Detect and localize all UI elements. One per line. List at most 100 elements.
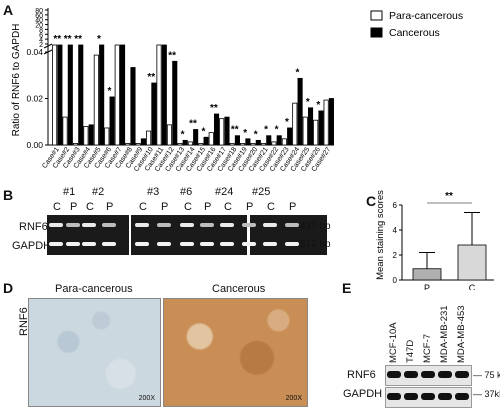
bar-para-cancerous: [302, 116, 308, 146]
gel-band-rnf6: [66, 223, 80, 227]
bar-cancerous: [130, 67, 136, 146]
gel-lane-label: P: [246, 201, 254, 213]
legend-swatch-cancer: [370, 27, 383, 38]
wb-band: [421, 371, 435, 378]
gel-image: [250, 215, 327, 255]
bar-cancerous: [57, 44, 63, 146]
bar-para-cancerous: [219, 118, 225, 146]
c-bar: [457, 244, 487, 281]
bar-para-cancerous: [52, 44, 58, 146]
bar-cancerous: [161, 44, 167, 146]
gel-band-rnf6: [49, 223, 63, 227]
bar-cancerous: [245, 138, 251, 146]
bar-para-cancerous: [114, 44, 120, 146]
panel-letter-e: E: [342, 280, 352, 296]
bar-para-cancerous: [240, 143, 246, 146]
gel-band-gapdh: [135, 242, 149, 246]
gel-band-rnf6: [180, 223, 194, 227]
wb-size-75: — 75 kD: [473, 370, 500, 380]
bar-cancerous: [287, 127, 293, 146]
significance-label: *: [201, 126, 205, 137]
y-tick-label: 80: [35, 8, 43, 15]
c-significance-label: **: [445, 191, 453, 202]
gel-band-gapdh: [263, 242, 277, 246]
bar-cancerous: [99, 44, 105, 146]
wb-lane-label: MDA-MB-231: [439, 305, 450, 363]
bar-para-cancerous: [281, 138, 287, 146]
significance-label: **: [53, 34, 61, 45]
gel-size-437: 437 bp: [300, 221, 331, 232]
bar-cancerous: [119, 44, 126, 146]
bar-cancerous: [234, 135, 240, 146]
y-axis-label-c: Mean staining scores: [375, 190, 386, 280]
bar-cancerous: [78, 44, 84, 146]
wb-row-label-rnf6: RNF6: [347, 369, 376, 381]
gel-band-rnf6: [102, 223, 116, 227]
significance-label: *: [316, 100, 320, 111]
gel-group-label: #24: [215, 186, 234, 198]
y-axis-label: Ratio of RNF6 to GAPDH: [11, 24, 22, 137]
bar-cancerous: [266, 135, 272, 146]
wb-band: [438, 393, 452, 400]
gel-lane-label: C: [53, 201, 61, 213]
significance-label: *: [181, 129, 185, 140]
bar-cancerous: [276, 135, 282, 146]
wb-band: [455, 393, 469, 400]
significance-label: **: [74, 34, 82, 45]
gel-band-rnf6: [82, 223, 96, 227]
significance-label: *: [264, 125, 268, 136]
significance-label: **: [231, 125, 239, 136]
western-panel: MCF-10A T47D MCF-7 MDA-MB-231 MDA-MB-453 RNF…: [340, 285, 500, 411]
significance-label: **: [147, 72, 155, 83]
gel-band-rnf6: [200, 223, 214, 227]
gel-band-gapdh: [102, 242, 116, 246]
significance-label: *: [107, 86, 111, 97]
gel-band-rnf6: [135, 223, 149, 227]
bar-cancerous: [109, 96, 115, 146]
bar-para-cancerous: [208, 132, 214, 146]
gel-group-label: #3: [147, 186, 160, 198]
bar-para-cancerous: [83, 126, 89, 146]
wb-lane-label: MCF-7: [422, 333, 433, 363]
significance-label: **: [210, 103, 218, 114]
gel-image: [47, 215, 129, 255]
panel-letter-c: C: [366, 193, 377, 209]
wb-lane-label: MCF-10A: [388, 322, 399, 363]
bar-cancerous: [151, 82, 157, 146]
significance-label: *: [295, 67, 299, 78]
bar-chart-rnf6-ratio: Ratio of RNF6 to GAPDH 0.00 0.02 0.0424682…: [11, 8, 463, 173]
bar-para-cancerous: [146, 130, 152, 146]
c-y-tick-label: 6: [393, 201, 398, 210]
wb-band: [404, 371, 418, 378]
gel-lane-label: C: [139, 201, 147, 213]
bar-para-cancerous: [156, 44, 162, 146]
micro-title-right: Cancerous: [212, 283, 266, 295]
micrograph-cancerous: 200X: [163, 298, 308, 407]
gel-image: [131, 215, 247, 255]
bar-para-cancerous: [177, 143, 183, 146]
gel-group-label: #2: [92, 186, 105, 198]
y-tick-label: 0.00: [26, 140, 43, 150]
micrograph-para-cancerous: 200X: [28, 298, 161, 407]
gel-size-512: 512 bp: [300, 239, 331, 250]
y-tick-label: 0.04: [26, 47, 43, 57]
significance-label: *: [243, 128, 247, 139]
gel-group-label: #25: [252, 186, 271, 198]
bar-para-cancerous: [125, 143, 131, 146]
wb-band: [421, 393, 435, 400]
gel-band-gapdh: [82, 242, 96, 246]
bar-cancerous: [213, 113, 220, 146]
wb-size-37: — 37kD: [473, 389, 500, 399]
gel-lane-label: C: [224, 201, 232, 213]
significance-label: *: [97, 34, 101, 45]
y-tick-label: 20: [35, 23, 43, 30]
bar-cancerous: [297, 77, 303, 146]
gel-lane-label: C: [184, 201, 192, 213]
bar-para-cancerous: [104, 127, 110, 146]
bar-cancerous: [193, 129, 199, 146]
bar-cancerous: [203, 136, 209, 146]
bar-para-cancerous: [198, 143, 204, 146]
bar-cancerous: [255, 139, 261, 146]
bar-cancerous: [307, 107, 314, 146]
gel-band-rnf6: [157, 223, 171, 227]
